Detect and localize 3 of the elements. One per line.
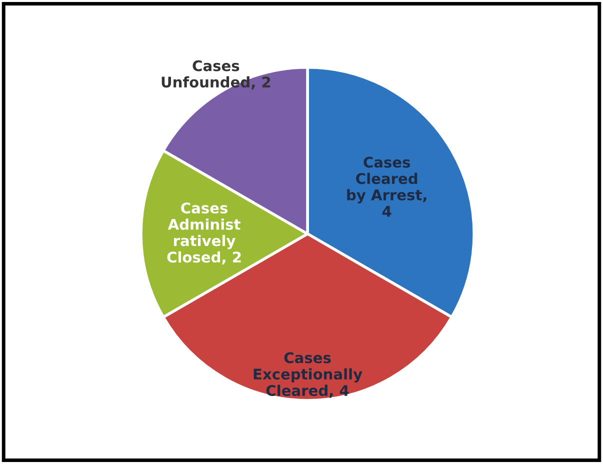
slice-label: Cases Exceptionally Cleared, 4 [254, 352, 362, 398]
slice-label: Cases Administ ratively Closed, 2 [167, 202, 241, 265]
slice-label: Cases Cleared by Arrest, 4 [347, 156, 426, 217]
